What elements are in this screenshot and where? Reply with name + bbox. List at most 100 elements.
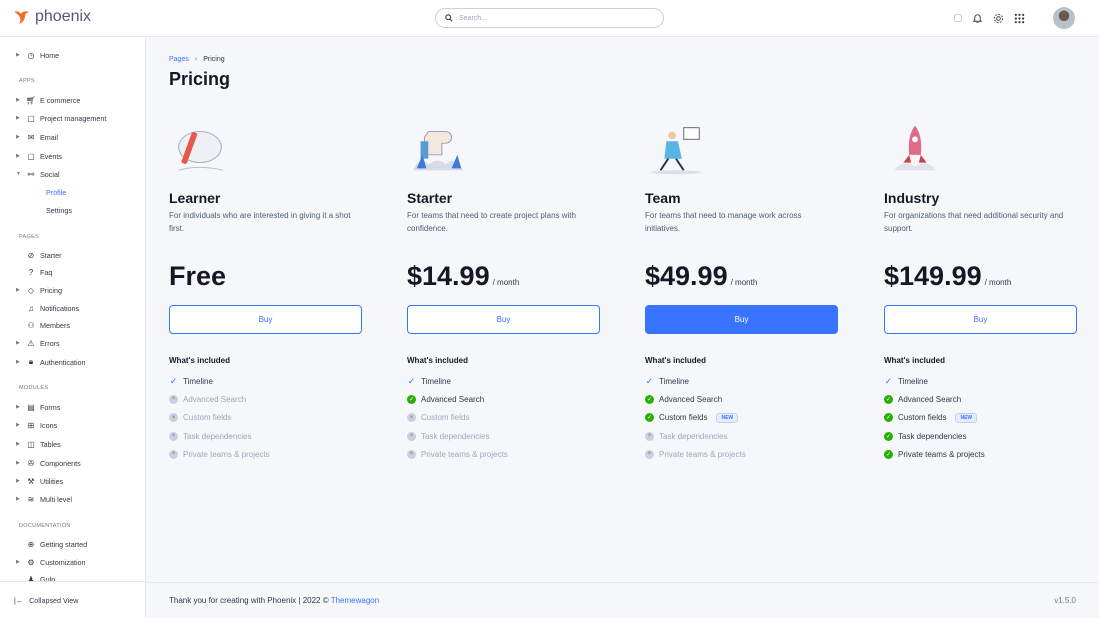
x-circle-icon: × [169,394,178,404]
buy-button-starter[interactable]: Buy [407,305,600,334]
bell-icon[interactable] [972,13,983,24]
sidebar-item-label: E commerce [40,95,81,105]
sidebar-item-forms[interactable]: ▶ ▤ Forms [16,399,60,415]
themewagon-link[interactable]: Themewagon [330,596,380,605]
plan-price: $149.99/ month [884,261,1077,291]
starter-icon: ⊘ [27,250,35,260]
sidebar-item-social[interactable]: ▼ ⚯ Social [16,166,60,182]
sidebar-item-pricing[interactable]: ▶ ◇ Pricing [16,282,62,298]
sidebar-item-settings[interactable]: Settings [46,206,72,215]
feature-item: ✓ Custom fields NEW [884,409,1077,427]
breadcrumb: Pages › Pricing [169,56,225,63]
sidebar-section-apps: APPS [19,78,35,84]
plan-name: Learner [169,190,221,206]
feature-list: ✓ Timeline ✓ Advanced Search ✓ Custom fields N… [645,372,838,463]
search-input[interactable]: Search... [435,8,664,28]
x-circle-icon: × [407,449,416,459]
feature-label: Timeline [183,376,213,386]
x-circle-icon: × [645,431,654,441]
sidebar-item-label: Home [40,50,60,60]
feature-item: ✓ Advanced Search [884,390,1077,408]
theme-toggle-icon[interactable] [954,14,962,22]
feature-label: Advanced Search [659,394,723,404]
caret-right-icon: ▶ [16,559,20,565]
sidebar-item-errors[interactable]: ▶ ⚠ Errors [16,335,60,351]
sidebar-item-label: Errors [40,338,60,348]
sidebar-item-starter[interactable]: ⊘ Starter [16,247,62,263]
check-icon: ✓ [407,375,416,386]
version: v1.5.0 [1054,596,1076,605]
breadcrumb-pages-link[interactable]: Pages [169,56,189,63]
apps-grid-icon[interactable] [1014,13,1025,24]
sidebar-item-faq[interactable]: ? Faq [16,264,53,280]
buy-button-team[interactable]: Buy [645,305,838,334]
plan-name: Starter [407,190,453,206]
x-circle-icon: × [169,449,178,459]
collapsed-view-button[interactable]: |← Collapsed View [0,581,145,618]
sidebar-item-home[interactable]: ▶ ◷ Home [16,47,59,63]
sidebar-item-label: Events [40,151,62,161]
sidebar-item-label: Project management [40,113,107,123]
sidebar-item-label: Icons [40,420,58,430]
sidebar-item-gulp[interactable]: ♟ Gulp [16,571,56,582]
plan-price: Free [169,261,362,291]
logo[interactable]: phoenix [13,8,91,26]
tables-icon: ◫ [27,439,35,449]
buy-button-learner[interactable]: Buy [169,305,362,334]
caret-right-icon: ▶ [16,496,20,502]
components-icon: ✇ [27,458,35,468]
sidebar-item-label: Utilities [40,476,64,486]
feature-label: Timeline [898,376,928,386]
sidebar-item-e-commerce[interactable]: ▶ 🛒︎ E commerce [16,92,80,108]
sidebar-section-pages: PAGES [19,234,40,240]
errors-icon: ⚠ [27,338,35,348]
x-circle-icon: × [407,413,416,423]
sidebar-item-profile[interactable]: Profile [46,188,67,197]
sidebar-item-components[interactable]: ▶ ✇ Components [16,455,81,471]
caret-right-icon: ▶ [16,287,20,293]
caret-right-icon: ▶ [16,478,20,484]
sidebar-item-members[interactable]: ⚇ Members [16,317,70,333]
notifications-icon: ♫ [28,303,34,313]
check-circle-icon: ✓ [884,413,893,423]
sidebar-item-customization[interactable]: ▶ ⚙ Customization [16,554,86,570]
sidebar-item-tables[interactable]: ▶ ◫ Tables [16,436,61,452]
home-icon: ◷ [27,50,35,60]
pricing-card-industry: Industry For organizations that need add… [884,121,1077,463]
plan-description: For teams that need to create project pl… [407,211,576,233]
sidebar-item-utilities[interactable]: ▶ ⚒ Utilities [16,473,63,489]
members-icon: ⚇ [27,320,35,330]
forms-icon: ▤ [27,402,35,412]
footer: Thank you for creating with Phoenix | 20… [146,582,1099,618]
plan-description: For individuals who are interested in gi… [169,211,351,233]
plan-price: $49.99/ month [645,261,838,291]
sidebar-item-label: Forms [40,402,61,412]
sidebar-item-email[interactable]: ▶ ✉ Email [16,129,58,145]
sidebar-item-getting-started[interactable]: ⊕ Getting started [16,536,88,552]
x-circle-icon: × [645,449,654,459]
price-amount: Free [169,261,227,291]
feature-list: ✓ Timeline ✓ Advanced Search ✓ Custom fields N… [884,372,1077,463]
caret-right-icon: ▶ [16,441,20,447]
sidebar-item-authentication[interactable]: ▶ 🔒︎ Authentication [16,354,86,370]
caret-down-icon: ▼ [16,171,21,177]
x-circle-icon: × [407,431,416,441]
price-period: / month [730,278,758,287]
top-navbar: phoenix Search... [0,0,1099,37]
buy-button-industry[interactable]: Buy [884,305,1077,334]
feature-label: Custom fields [898,413,947,423]
sidebar-item-notifications[interactable]: ♫ Notifications [16,300,79,316]
sidebar-item-multi-level[interactable]: ▶ ≋ Multi level [16,491,72,507]
plan-name: Team [645,190,681,206]
whats-included-heading: What's included [884,356,946,365]
x-circle-icon: × [169,413,178,423]
sidebar-item-label: Gulp [40,574,56,582]
breadcrumb-current: Pricing [203,56,225,63]
sidebar-item-label: Getting started [40,539,88,549]
gear-icon[interactable] [993,13,1004,24]
sidebar-item-icons[interactable]: ▶ ⊞ Icons [16,417,57,433]
sidebar-item-project-management[interactable]: ▶ ▢ Project management [16,110,106,126]
sidebar-item-events[interactable]: ▶ ▢ Events [16,148,62,164]
check-circle-icon: ✓ [645,413,654,423]
avatar[interactable] [1053,7,1075,29]
